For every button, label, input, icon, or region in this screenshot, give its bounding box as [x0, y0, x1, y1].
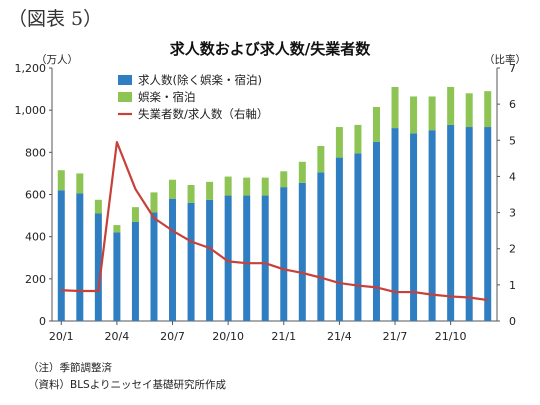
bar-jobs-excl-leisure	[57, 190, 65, 321]
y2-tick-label: 4	[509, 170, 516, 183]
bar-leisure-hospitality	[261, 177, 269, 196]
bar-leisure-hospitality	[428, 96, 436, 131]
bar-jobs-excl-leisure	[391, 128, 399, 321]
bar-leisure-hospitality	[447, 86, 455, 125]
x-tick-label: 20/1	[49, 330, 74, 343]
bar-leisure-hospitality	[243, 177, 251, 196]
x-tick-label: 21/7	[383, 330, 408, 343]
bar-leisure-hospitality	[224, 176, 232, 196]
y2-tick-label: 7	[509, 62, 516, 75]
y-tick-label: 600	[25, 189, 46, 202]
bar-leisure-hospitality	[206, 181, 214, 200]
bar-jobs-excl-leisure	[428, 130, 436, 321]
legend-label: 求人数(除く娯楽・宿泊)	[138, 73, 262, 87]
bar-leisure-hospitality	[410, 96, 418, 134]
y-tick-label: 1,200	[15, 62, 47, 75]
x-tick-label: 21/4	[327, 330, 352, 343]
y2-tick-label: 5	[509, 134, 516, 147]
y2-tick-label: 3	[509, 207, 516, 220]
chart-title: 求人数および求人数/失業者数	[169, 40, 371, 58]
bar-jobs-excl-leisure	[113, 232, 121, 321]
y-tick-label: 200	[25, 273, 46, 286]
bar-leisure-hospitality	[335, 127, 343, 158]
bar-leisure-hospitality	[187, 185, 195, 203]
bar-leisure-hospitality	[372, 107, 380, 142]
bar-jobs-excl-leisure	[280, 187, 288, 321]
bar-jobs-excl-leisure	[76, 193, 84, 321]
bar-jobs-excl-leisure	[94, 213, 102, 321]
bar-leisure-hospitality	[169, 179, 177, 199]
bar-jobs-excl-leisure	[354, 153, 362, 321]
legend-swatch-jobs	[118, 75, 132, 85]
bar-leisure-hospitality	[94, 199, 102, 214]
legend-label: 娯楽・宿泊	[138, 90, 196, 104]
legend-label: 失業者数/求人数（右軸）	[138, 107, 268, 121]
bar-jobs-excl-leisure	[261, 195, 269, 321]
bar-leisure-hospitality	[57, 170, 65, 191]
y-tick-label: 800	[25, 146, 46, 159]
bar-leisure-hospitality	[280, 171, 288, 188]
bar-jobs-excl-leisure	[206, 199, 214, 321]
left-axis-unit: （万人）	[36, 54, 78, 66]
bar-jobs-excl-leisure	[484, 127, 492, 322]
y2-tick-label: 0	[509, 315, 516, 328]
bar-leisure-hospitality	[465, 93, 473, 128]
x-tick-label: 21/10	[435, 330, 467, 343]
y-tick-label: 0	[39, 315, 46, 328]
figure-label: （図表 5）	[8, 8, 103, 30]
line-unemployed-per-opening	[61, 140, 488, 302]
bar-jobs-excl-leisure	[169, 198, 177, 321]
y-tick-label: 400	[25, 231, 46, 244]
y2-tick-label: 2	[509, 243, 516, 256]
note-source: （資料）BLSよりニッセイ基礎研究所作成	[28, 379, 227, 391]
bar-jobs-excl-leisure	[298, 182, 306, 321]
bar-leisure-hospitality	[354, 124, 362, 154]
x-tick-label: 20/10	[212, 330, 244, 343]
bar-jobs-excl-leisure	[317, 172, 325, 321]
bar-leisure-hospitality	[76, 173, 84, 194]
y2-tick-label: 6	[509, 98, 516, 111]
bar-leisure-hospitality	[391, 86, 399, 129]
bar-jobs-excl-leisure	[372, 141, 380, 321]
bar-jobs-excl-leisure	[150, 212, 158, 321]
bar-jobs-excl-leisure	[224, 195, 232, 321]
bar-jobs-excl-leisure	[447, 124, 455, 321]
x-tick-label: 21/1	[271, 330, 296, 343]
x-tick-label: 20/4	[105, 330, 130, 343]
bar-leisure-hospitality	[131, 207, 139, 222]
bar-jobs-excl-leisure	[187, 202, 195, 321]
bar-jobs-excl-leisure	[243, 195, 251, 321]
bar-jobs-excl-leisure	[465, 127, 473, 322]
y2-tick-label: 1	[509, 279, 516, 292]
legend-swatch-leisure	[118, 92, 132, 102]
bar-leisure-hospitality	[317, 146, 325, 173]
bar-leisure-hospitality	[298, 161, 306, 183]
y-tick-label: 1,000	[15, 104, 47, 117]
note-seasonal: （注）季節調整済	[28, 362, 112, 374]
bar-jobs-excl-leisure	[410, 133, 418, 321]
right-axis-unit: （比率）	[484, 54, 526, 66]
bar-leisure-hospitality	[113, 225, 121, 233]
bar-jobs-excl-leisure	[131, 221, 139, 321]
x-tick-label: 20/7	[160, 330, 185, 343]
bar-leisure-hospitality	[150, 192, 158, 213]
bar-jobs-excl-leisure	[335, 157, 343, 321]
bar-leisure-hospitality	[484, 91, 492, 128]
